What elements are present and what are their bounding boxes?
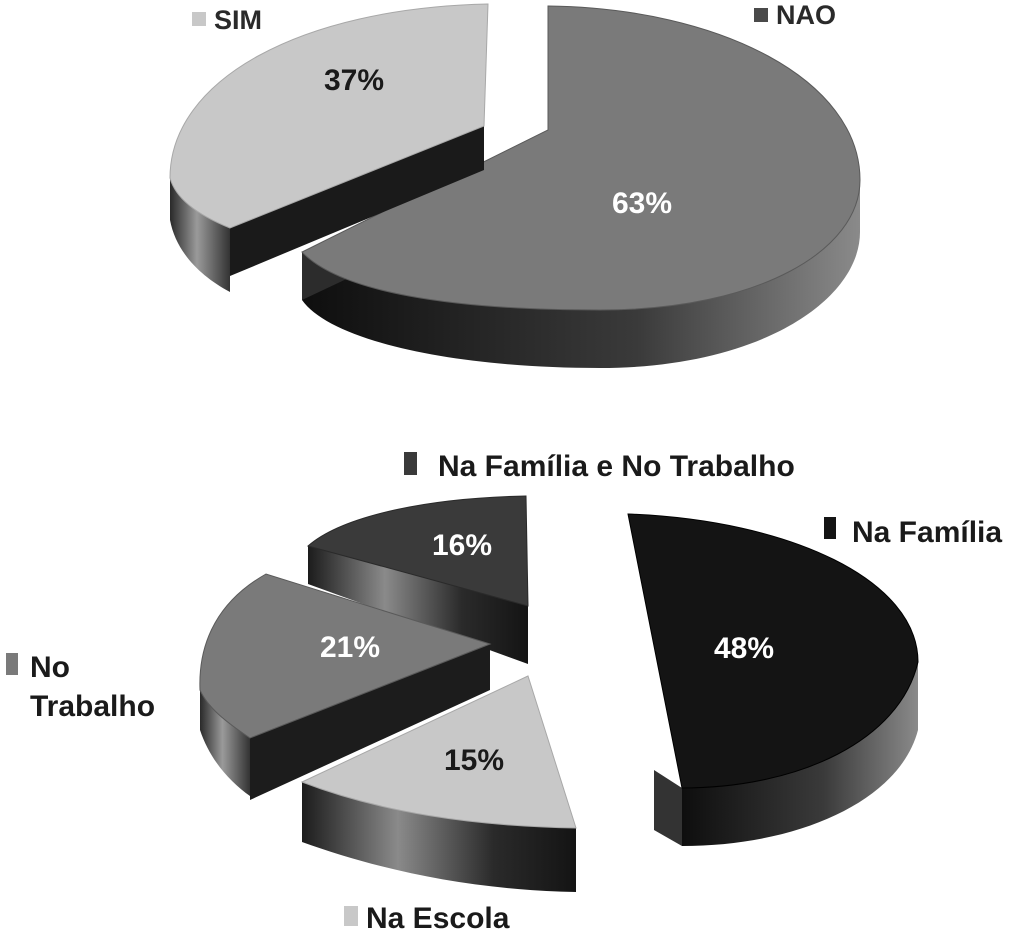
slice-familia-trabalho (306, 495, 529, 607)
legend-swatch-na-familia (824, 517, 836, 539)
slice-wall-sim (230, 126, 484, 276)
slice-nao (301, 5, 861, 311)
slice-side-na-escola (302, 782, 576, 892)
pie-chart-locais: 16% 48% 15% 21% Na Família e No Trabalho… (6, 450, 1002, 932)
slice-sim (169, 3, 489, 229)
slice-na-escola (300, 675, 577, 829)
value-label-familia-trabalho: 16% (432, 529, 492, 562)
slice-no-trabalho (199, 573, 492, 739)
value-label-sim: 37% (324, 64, 384, 97)
legend-swatch-nao (754, 8, 768, 22)
slice-side-familia-trabalho (308, 546, 528, 664)
slice-side-sim (170, 178, 230, 292)
legend-swatch-familia-trabalho (404, 452, 417, 475)
legend-label-no-trabalho-line1: No (30, 651, 70, 684)
legend-label-familia-trabalho: Na Família e No Trabalho (438, 450, 795, 483)
legend-label-no-trabalho-line2: Trabalho (30, 690, 155, 723)
legend-label-nao: NAO (776, 0, 836, 30)
legend-swatch-na-escola (344, 906, 358, 926)
legend-label-na-escola: Na Escola (366, 902, 510, 932)
slice-side-nao (302, 180, 860, 368)
slice-side-no-trabalho (200, 690, 250, 796)
legend-swatch-no-trabalho (6, 653, 18, 675)
legend-swatch-sim (192, 12, 206, 26)
legend-label-sim: SIM (214, 5, 262, 35)
value-label-nao: 63% (612, 187, 672, 220)
slice-na-familia (627, 513, 919, 789)
slice-wall-no-trabalho (250, 644, 490, 800)
value-label-na-escola: 15% (444, 744, 504, 777)
pie-chart-sim-nao: 37% 63% SIM NAO (169, 0, 861, 368)
slice-wall-na-familia (654, 770, 682, 846)
slice-side-na-familia (682, 662, 918, 846)
value-label-na-familia: 48% (714, 632, 774, 665)
legend-label-na-familia: Na Família (852, 516, 1002, 549)
value-label-no-trabalho: 21% (320, 631, 380, 664)
